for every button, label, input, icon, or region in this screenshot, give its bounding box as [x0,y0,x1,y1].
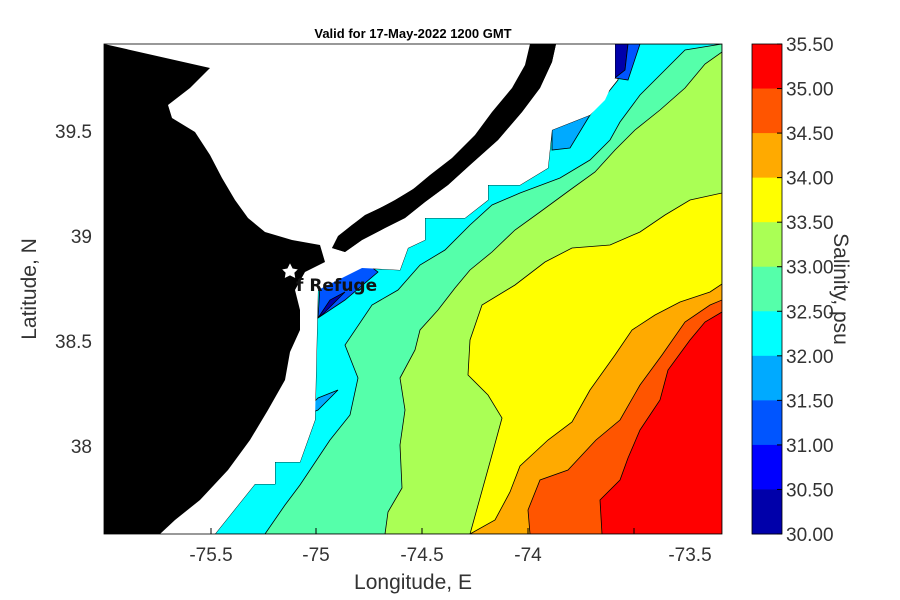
x-tick-label: -75.5 [189,545,232,566]
colorbar-swatch [752,44,782,90]
colorbar-swatch [752,355,782,401]
colorbar-swatch [752,400,782,446]
x-tick-label: -74 [514,545,542,566]
colorbar-tick-label: 34.00 [786,169,834,190]
colorbar-tick-label: 31.00 [786,436,834,457]
colorbar-tick-label: 32.00 [786,347,834,368]
salinity-field [104,44,722,534]
colorbar-label: Salinity, psu [829,233,852,345]
colorbar-tick-label: 35.00 [786,80,834,101]
colorbar-swatch [752,88,782,134]
colorbar-swatch [752,266,782,312]
colorbar-tick-label: 30.00 [786,525,834,546]
station-marker: f Refuge [279,260,377,296]
map-title: Valid for 17-May-2022 1200 GMT [314,26,511,41]
y-axis-label: Latitude, N [18,238,41,340]
colorbar-tick-label: 33.50 [786,213,834,234]
colorbar-tick-label: 33.00 [786,258,834,279]
colorbar-tick-label: 32.50 [786,302,834,323]
colorbar-tick-label: 31.50 [786,391,834,412]
colorbar-tick-label: 34.50 [786,124,834,145]
y-axis: 39.5 39 38.5 38 Latitude, N [18,122,110,458]
station-label: f Refuge [296,276,377,296]
y-tick-label: 39.5 [55,122,92,143]
map-frame [103,43,723,535]
x-tick-label: -75 [302,545,329,566]
x-axis-label: Longitude, E [354,571,472,594]
colorbar-swatch [752,133,782,179]
salinity-patch-lowest-bay [317,291,346,319]
salinity-band-35-00 [599,311,722,534]
colorbar-swatch [752,444,782,490]
land-cape-may [332,44,556,252]
colorbar-tick-label: 35.50 [786,35,834,56]
colorbar-frame [751,43,783,535]
colorbar-ticks: 35.50 35.00 34.50 34.00 33.50 33.00 32.50 32.00… [777,35,834,546]
land-mass [104,44,722,534]
colorbar-swatch [752,489,782,535]
x-tick-label: -73.5 [668,545,711,566]
y-tick-label: 39 [71,227,92,248]
colorbar-swatch [752,222,782,268]
colorbar-tick-label: 30.50 [786,480,834,501]
colorbar-swatch [752,311,782,357]
x-tick-label: -74.5 [400,545,443,566]
y-tick-label: 38.5 [55,332,92,353]
colorbar-swatch [752,177,782,223]
colorbar: 35.50 35.00 34.50 34.00 33.50 33.00 32.50 32.00… [751,35,852,546]
colorbar-swatches [752,44,782,535]
map-panel: f Refuge [103,43,723,535]
star-icon [279,260,301,281]
y-tick-label: 38 [71,437,92,458]
x-axis: -75.5 -75 -74.5 -74 -73.5 Longitude, E [189,528,712,594]
salinity-patch-low-north-2 [614,44,641,81]
